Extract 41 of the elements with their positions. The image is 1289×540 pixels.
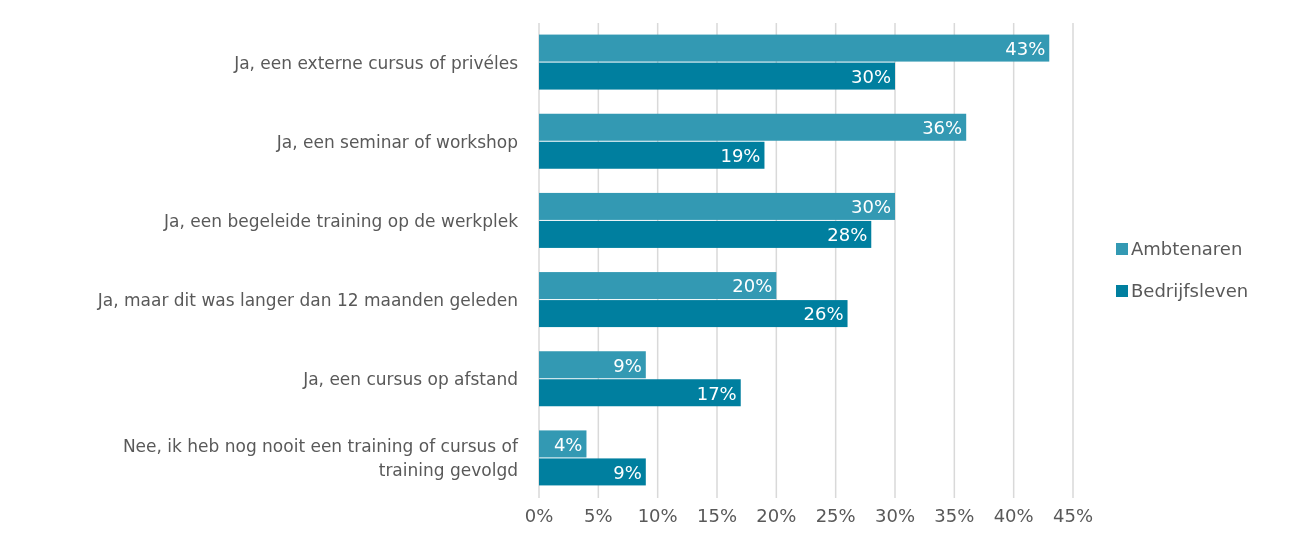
legend-label: Bedrijfsleven [1131, 280, 1249, 302]
x-tick-label: 40% [993, 505, 1034, 526]
x-tick-label: 45% [1052, 505, 1094, 526]
bar [539, 272, 777, 300]
bar [539, 34, 1050, 62]
x-tick-label: 5% [584, 505, 613, 526]
data-label: 26% [803, 303, 844, 325]
y-tick-label: Ja, een seminar of workshop [275, 131, 518, 152]
data-label: 9% [613, 354, 642, 376]
bar [539, 300, 848, 328]
bar [539, 458, 646, 486]
x-tick-label: 0% [524, 505, 554, 526]
data-label: 9% [613, 461, 642, 483]
x-tick-label: 15% [696, 505, 738, 526]
bar [539, 62, 895, 90]
y-tick-label: Ja, een begeleide training op de werkplek [163, 210, 519, 231]
bar [539, 192, 895, 220]
x-tick-label: 35% [934, 505, 975, 526]
bar [539, 220, 872, 248]
x-tick-label: 10% [637, 505, 678, 526]
data-label: 43% [1005, 37, 1046, 59]
bar [539, 141, 765, 169]
data-label: 36% [922, 117, 963, 139]
data-label: 28% [827, 224, 868, 246]
y-tick-label: Nee, ik heb nog nooit een training of cursus of training gevolgd [122, 436, 520, 481]
x-tick-label: 25% [815, 505, 856, 526]
data-label: 4% [553, 433, 583, 455]
bar [539, 351, 646, 379]
data-label: 17% [696, 382, 737, 404]
y-tick-label: Ja, een cursus op afstand [302, 369, 518, 390]
y-tick-label: Ja, een externe cursus of privéles [233, 52, 519, 73]
data-label: 19% [720, 145, 761, 167]
bar [539, 113, 967, 141]
y-tick-label: Ja, maar dit was langer dan 12 maanden geleden [96, 290, 518, 311]
x-tick-label: 30% [874, 505, 916, 526]
data-label: 20% [732, 275, 773, 297]
data-label: 30% [850, 65, 891, 87]
x-tick-label: 20% [756, 505, 797, 526]
legend-label: Ambtenaren [1131, 238, 1243, 260]
bar [539, 379, 741, 407]
data-label: 30% [850, 196, 891, 218]
